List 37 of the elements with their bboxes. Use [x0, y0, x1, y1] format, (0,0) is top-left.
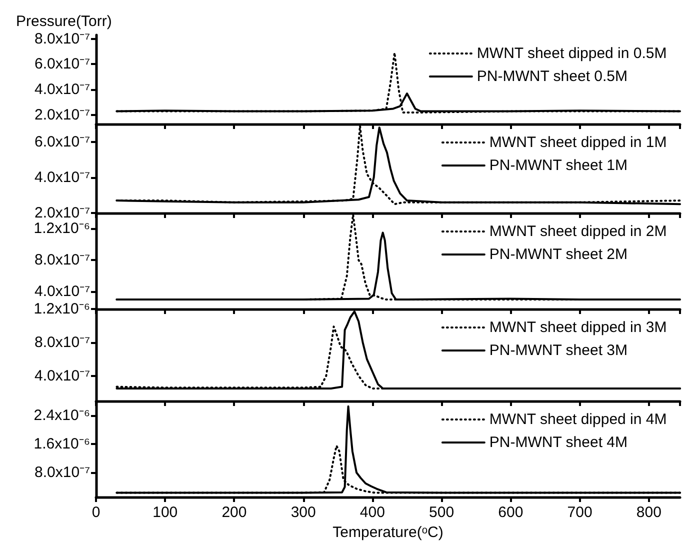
x-tick-label: 300	[290, 504, 316, 521]
x-tick-label: 600	[498, 504, 524, 521]
y-tick-label: 1.2x10⁻⁶	[34, 300, 90, 318]
y-axis-title: Pressure(Torr)	[16, 13, 112, 30]
x-tick-label: 500	[429, 504, 454, 521]
x-tick-label: 0	[92, 504, 100, 521]
x-tick-label: 100	[152, 504, 178, 521]
x-axis-title: Temperature(ᵒC)	[332, 524, 444, 541]
y-tick-label: 2.0x10⁻⁷	[34, 106, 90, 124]
y-tick-label: 1.6x10⁻⁶	[34, 435, 90, 452]
y-tick-label: 4.0x10⁻⁷	[34, 81, 90, 98]
legend-label: PN-MWNT sheet 1M	[489, 157, 628, 174]
y-tick-label: 4.0x10⁻⁷	[34, 283, 90, 300]
y-tick-label: 2.0x10⁻⁷	[34, 204, 90, 222]
legend-label: PN-MWNT sheet 0.5M	[476, 68, 628, 85]
x-tick-label: 700	[567, 504, 592, 521]
x-tick-label: 800	[636, 504, 662, 521]
legend-label: PN-MWNT sheet 2M	[489, 246, 628, 263]
legend-label: PN-MWNT sheet 4M	[489, 434, 628, 451]
y-tick-label: 6.0x10⁻⁷	[34, 133, 90, 150]
legend-label: PN-MWNT sheet 3M	[489, 342, 628, 359]
y-tick-label: 8.0x10⁻⁷	[34, 252, 90, 269]
y-tick-label: 8.0x10⁻⁷	[34, 30, 90, 48]
y-tick-label: 6.0x10⁻⁷	[34, 56, 90, 73]
legend-label: MWNT sheet dipped in 0.5M	[476, 45, 667, 62]
legend-label: MWNT sheet dipped in 3M	[489, 319, 667, 336]
legend-label: MWNT sheet dipped in 4M	[489, 411, 667, 428]
x-tick-label: 400	[360, 504, 385, 521]
legend-label: MWNT sheet dipped in 1M	[489, 134, 667, 151]
y-tick-label: 1.2x10⁻⁶	[34, 220, 90, 238]
y-tick-label: 4.0x10⁻⁷	[34, 168, 90, 186]
legend-label: MWNT sheet dipped in 2M	[489, 223, 667, 240]
y-tick-label: 4.0x10⁻⁷	[34, 367, 90, 384]
y-tick-label: 8.0x10⁻⁷	[34, 334, 90, 351]
x-tick-label: 200	[222, 504, 247, 521]
y-tick-label: 8.0x10⁻⁷	[34, 464, 90, 482]
y-tick-label: 2.4x10⁻⁶	[34, 406, 90, 424]
